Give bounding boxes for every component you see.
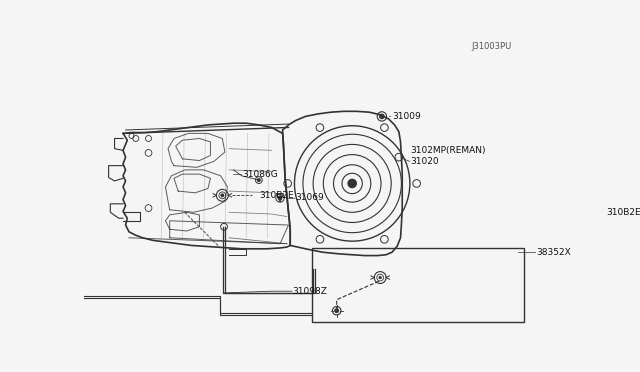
Text: 3102MP(REMAN): 3102MP(REMAN) <box>411 146 486 155</box>
Circle shape <box>221 194 223 197</box>
Text: 31086G: 31086G <box>242 170 278 179</box>
Circle shape <box>348 179 356 188</box>
Text: 31098Z: 31098Z <box>292 287 328 296</box>
Circle shape <box>278 196 282 199</box>
Bar <box>312 247 524 322</box>
Text: 38352X: 38352X <box>536 248 571 257</box>
Circle shape <box>380 114 384 119</box>
Text: 31020: 31020 <box>411 157 439 166</box>
Circle shape <box>379 276 381 279</box>
Circle shape <box>257 179 260 181</box>
Text: 310B2E: 310B2E <box>259 191 294 200</box>
Text: J31003PU: J31003PU <box>471 42 511 51</box>
Circle shape <box>335 308 339 313</box>
Text: 31009: 31009 <box>392 112 421 121</box>
Text: 310B2EA: 310B2EA <box>607 208 640 217</box>
Text: 31069: 31069 <box>295 193 324 202</box>
